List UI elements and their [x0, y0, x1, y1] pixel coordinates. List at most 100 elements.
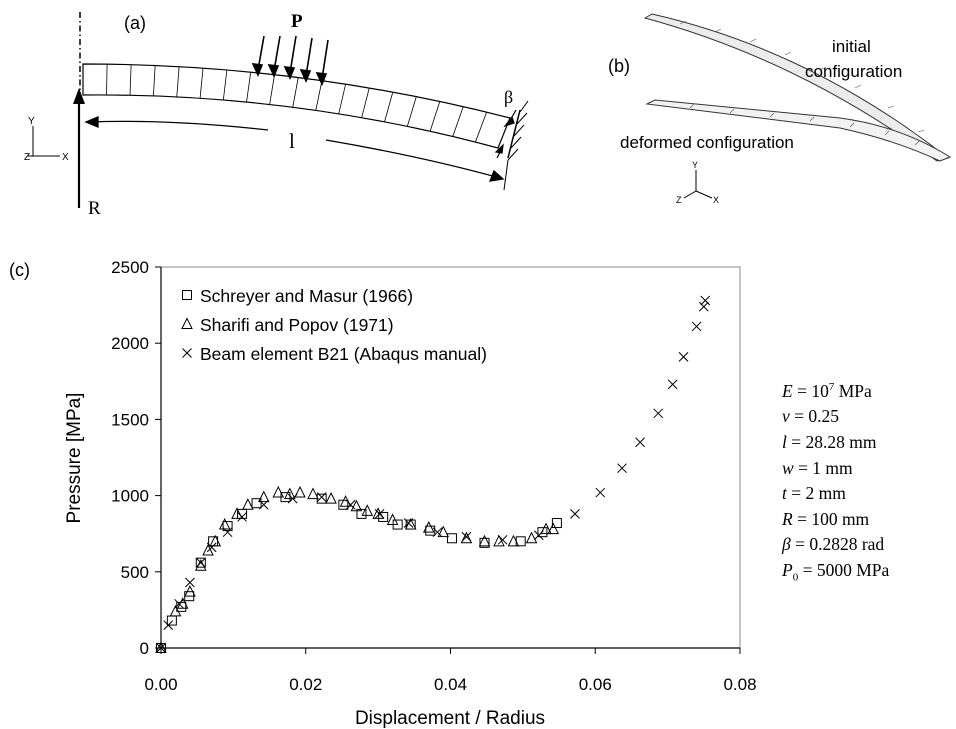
- axis-triad-b: [683, 170, 713, 199]
- data-point-square: [195, 557, 206, 568]
- x-tick-label: 0.06: [579, 675, 612, 694]
- y-tick-label: 500: [121, 563, 149, 582]
- data-point-x: [698, 301, 709, 312]
- initial-label-1: initial: [832, 37, 871, 56]
- beam-element-divider: [452, 106, 464, 137]
- data-point-square: [222, 521, 233, 532]
- data-point-x: [432, 527, 443, 538]
- data-point-square: [446, 533, 457, 544]
- data-point-square: [378, 511, 389, 522]
- data-point-x: [403, 518, 414, 528]
- legend-label: Schreyer and Masur (1966): [200, 286, 413, 306]
- parameter-symbol: ν: [782, 406, 790, 427]
- beam-element-divider: [246, 72, 252, 103]
- length-label: l: [289, 129, 295, 153]
- parameter-symbol: R: [782, 508, 793, 529]
- data-point-x: [258, 499, 269, 510]
- parameter-symbol: t: [782, 483, 787, 504]
- data-point-triangle: [525, 531, 538, 544]
- data-point-x: [195, 557, 206, 568]
- parameter-symbol: P: [782, 559, 793, 580]
- fixed-wall: [503, 100, 529, 191]
- data-point-x: [316, 492, 327, 502]
- data-point-triangle: [194, 559, 207, 571]
- beam-element-divider: [292, 77, 299, 108]
- beam-element-divider: [475, 112, 488, 143]
- data-point-triangle: [460, 531, 473, 544]
- y-tick-label: 1500: [111, 410, 149, 429]
- panel-a: (a) P R: [24, 11, 529, 219]
- data-point-x: [374, 509, 385, 519]
- data-point-triangle: [493, 534, 505, 547]
- beam-element-divider: [361, 87, 370, 118]
- beam-element-divider: [199, 68, 204, 99]
- data-point-triangle: [231, 507, 243, 519]
- load-arrows: [251, 35, 329, 87]
- y-tick-label: 0: [140, 639, 149, 658]
- data-point-x: [185, 577, 195, 588]
- data-point-square: [551, 518, 562, 529]
- beam-element-divider: [176, 66, 180, 97]
- angle-marker: [494, 109, 517, 159]
- data-point-x: [163, 620, 174, 630]
- parameter-row: w = 1 mm: [782, 457, 853, 478]
- y-axis-title: Pressure [MPa]: [64, 393, 85, 524]
- data-point-x: [653, 408, 664, 419]
- panel-c-label: (c): [9, 260, 30, 280]
- panel-b: (b) initial configuration deformed confi…: [608, 13, 952, 205]
- beam-element-divider: [222, 69, 228, 101]
- chart-legend: Schreyer and Masur (1966) Sharifi and Pop…: [181, 286, 487, 364]
- beam-element-divider: [338, 84, 346, 114]
- beam-element-divider: [406, 96, 417, 127]
- axis-triad-a: [27, 126, 60, 157]
- initial-mesh-lines: [679, 20, 925, 133]
- panel-c: (c) 0.00 0.02 0.04 0.06 0.08 0 500 1000 1500 2000…: [9, 258, 757, 729]
- data-point-triangle: [386, 513, 399, 525]
- data-point-triangle: [372, 507, 384, 519]
- data-point-square: [176, 601, 187, 612]
- triad-a-y: Y: [28, 116, 35, 127]
- data-point-x: [595, 487, 606, 498]
- data-point-square: [166, 615, 177, 626]
- parameter-row: t = 2 mm: [782, 483, 846, 504]
- beam-element-divider: [384, 92, 394, 122]
- x-tick-label: 0.00: [144, 675, 177, 694]
- data-point-x: [497, 534, 508, 545]
- parameter-row: P0 = 5000 MPa: [782, 559, 890, 584]
- data-point-triangle: [350, 499, 363, 512]
- parameter-row: E = 107 MPa: [782, 380, 872, 401]
- parameter-list: E = 107 MPa ν = 0.25 l = 28.28 mm w = 1 mm t…: [782, 375, 889, 591]
- data-point-square: [356, 508, 367, 519]
- parameter-symbol: w: [782, 457, 794, 478]
- parameter-row: ν = 0.25: [782, 406, 840, 427]
- data-point-x: [461, 531, 472, 542]
- data-point-x: [667, 379, 678, 390]
- data-point-x: [617, 463, 627, 474]
- panel-b-label: (b): [608, 56, 630, 76]
- data-point-triangle: [242, 498, 254, 510]
- beam-element-divider: [269, 74, 275, 105]
- parameter-row: β = 0.2828 rad: [782, 534, 885, 555]
- data-point-triangle: [437, 525, 450, 538]
- triad-b-x: X: [713, 195, 719, 205]
- deformed-label: deformed configuration: [620, 133, 794, 152]
- length-dimension: [84, 116, 505, 182]
- data-point-triangle: [272, 485, 285, 498]
- data-point-x: [691, 321, 702, 332]
- curved-beam: [82, 63, 511, 149]
- y-tick-label: 2500: [111, 258, 149, 277]
- data-point-square: [537, 527, 548, 538]
- beam-element-divider: [153, 65, 156, 96]
- data-point-triangle: [155, 641, 167, 653]
- data-point-triangle: [294, 485, 306, 498]
- legend-label: Beam element B21 (Abaqus manual): [200, 344, 487, 364]
- parameter-row: l = 28.28 mm: [782, 432, 877, 453]
- initial-label-2: configuration: [805, 62, 902, 81]
- parameter-symbol: E: [782, 380, 793, 401]
- data-point-triangle: [422, 520, 435, 533]
- deformed-mesh-lines: [689, 103, 920, 146]
- data-point-triangle: [507, 534, 520, 547]
- beam-element-divider: [129, 64, 132, 96]
- legend-marker-x: [182, 348, 192, 358]
